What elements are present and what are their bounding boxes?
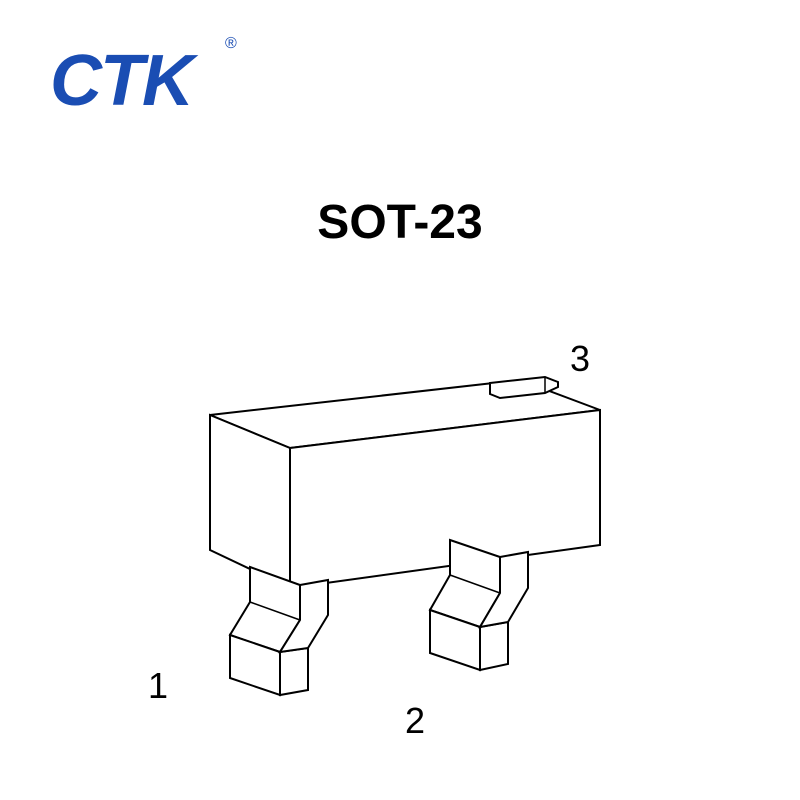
- registered-mark: ®: [225, 35, 237, 53]
- pin-label-3: 3: [570, 338, 590, 380]
- pin-label-2: 2: [405, 700, 425, 742]
- package-title: SOT-23: [317, 195, 482, 250]
- pin-label-1: 1: [148, 665, 168, 707]
- logo-text: CTK: [50, 40, 192, 122]
